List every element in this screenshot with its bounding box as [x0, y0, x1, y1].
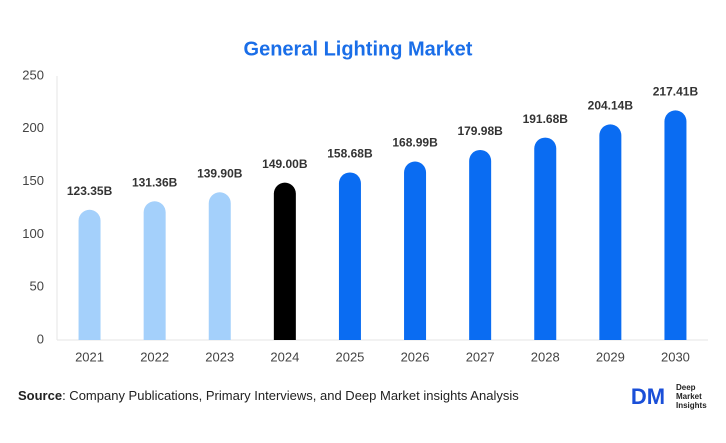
x-tick-label: 2027 — [466, 349, 495, 364]
value-label: 149.00B — [262, 157, 308, 171]
source-label: Source — [18, 388, 62, 403]
x-tick-label: 2022 — [140, 349, 169, 364]
value-label: 191.68B — [523, 112, 569, 126]
y-tick-label: 250 — [22, 67, 44, 82]
value-label: 158.68B — [327, 147, 373, 161]
bar — [78, 209, 101, 340]
bar — [338, 172, 361, 340]
bar — [143, 201, 166, 340]
y-tick-label: 100 — [22, 226, 44, 241]
x-tick-label: 2025 — [335, 349, 364, 364]
value-label: 123.35B — [67, 184, 113, 198]
bar — [534, 137, 557, 340]
source-text: : Company Publications, Primary Intervie… — [62, 388, 519, 403]
value-label: 139.90B — [197, 166, 243, 180]
bar — [599, 124, 622, 340]
x-tick-label: 2026 — [401, 349, 430, 364]
y-tick-label: 50 — [30, 279, 44, 294]
logo-text: Market — [676, 392, 702, 401]
x-tick-label: 2023 — [205, 349, 234, 364]
x-tick-label: 2030 — [661, 349, 690, 364]
bar — [208, 192, 231, 340]
y-tick-label: 0 — [37, 331, 44, 346]
bar — [273, 182, 296, 340]
y-tick-label: 200 — [22, 120, 44, 135]
x-tick-label: 2021 — [75, 349, 104, 364]
bar — [404, 161, 427, 340]
x-tick-label: 2024 — [270, 349, 299, 364]
x-tick-label: 2028 — [531, 349, 560, 364]
bar — [664, 110, 687, 340]
value-label: 217.41B — [653, 85, 699, 99]
logo-mark: DM — [631, 384, 665, 409]
value-label: 179.98B — [457, 124, 503, 138]
value-label: 204.14B — [588, 99, 634, 113]
x-tick-label: 2029 — [596, 349, 625, 364]
value-label: 131.36B — [132, 175, 178, 189]
bar — [469, 149, 492, 340]
value-label: 168.99B — [392, 136, 438, 150]
logo-text: Insights — [676, 401, 707, 410]
source-note: Source: Company Publications, Primary In… — [18, 388, 519, 403]
logo-text: Deep — [676, 383, 696, 392]
y-tick-label: 150 — [22, 173, 44, 188]
chart-title: General Lighting Market — [244, 38, 473, 60]
